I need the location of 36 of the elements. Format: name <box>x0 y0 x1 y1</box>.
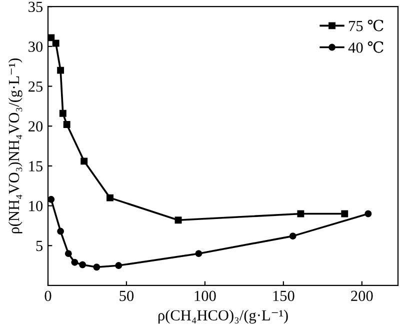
y-tick-label: 35 <box>28 2 43 12</box>
point <box>174 216 182 224</box>
x-axis-title: ρ(CH₄HCO)₃/(g·L⁻¹) <box>158 310 288 324</box>
y-tick-label: 5 <box>36 240 43 252</box>
point <box>195 250 202 258</box>
x-tick-label: 0 <box>44 290 52 302</box>
point <box>106 194 114 202</box>
point <box>57 228 64 235</box>
point <box>289 232 296 240</box>
y-tick-label: 30 <box>28 42 43 52</box>
point <box>71 258 78 266</box>
point <box>341 210 348 218</box>
point <box>115 262 122 270</box>
point <box>93 264 100 271</box>
point <box>48 34 55 42</box>
x-tick-label: 150 <box>273 290 294 302</box>
legend-label: 40 ℃ <box>348 41 384 53</box>
x-tick-label: 100 <box>194 290 216 302</box>
y-tick-label: 25 <box>28 81 43 92</box>
point <box>297 210 304 218</box>
y-axis-title: ρ(NH₄VO₃)NH₄VO₃/(g·L⁻¹) <box>8 58 22 234</box>
point <box>48 196 55 203</box>
point <box>80 158 88 165</box>
y-tick-label: 10 <box>29 200 43 212</box>
point <box>59 110 66 117</box>
point <box>79 261 86 268</box>
legend-label: 75 ℃ <box>349 20 384 32</box>
point <box>63 121 70 128</box>
point <box>364 210 372 218</box>
x-tick-label: 50 <box>120 290 134 302</box>
point <box>52 40 60 47</box>
y-tick-label: 20 <box>28 121 43 132</box>
point <box>64 250 72 258</box>
x-tick-label: 200 <box>351 290 373 302</box>
y-tick-label: 15 <box>29 161 43 172</box>
point <box>57 66 64 74</box>
